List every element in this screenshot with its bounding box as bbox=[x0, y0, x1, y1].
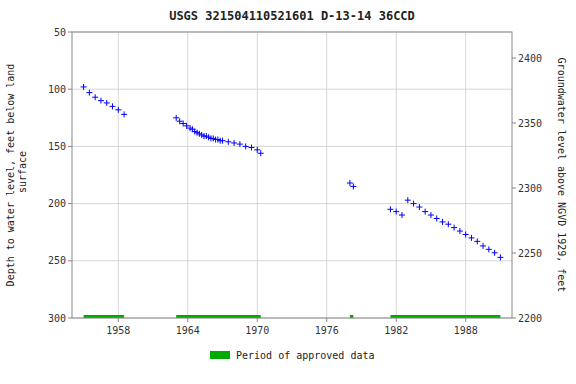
data-point bbox=[411, 201, 417, 207]
data-point bbox=[104, 100, 110, 106]
y-tick bbox=[68, 32, 72, 33]
title: USGS 321504110521601 D-13-14 36CCD bbox=[169, 9, 415, 23]
data-point bbox=[468, 235, 474, 241]
x-tick-label: 1970 bbox=[245, 325, 269, 336]
data-point bbox=[86, 90, 92, 96]
x-tick bbox=[465, 318, 466, 322]
data-point bbox=[220, 138, 226, 144]
data-point bbox=[405, 197, 411, 203]
data-point bbox=[258, 150, 264, 156]
y-axis-label-line: surface bbox=[17, 151, 28, 199]
legend-label: Period of approved data bbox=[236, 350, 374, 361]
grid-line bbox=[465, 32, 466, 318]
y2-tick bbox=[512, 188, 516, 189]
data-point bbox=[486, 246, 492, 252]
data-point bbox=[92, 94, 98, 100]
x-tick bbox=[396, 318, 397, 322]
grid-line bbox=[72, 260, 512, 261]
y-tick-label: 50 bbox=[54, 27, 66, 38]
y2-tick-label: 2200 bbox=[518, 313, 542, 324]
y2-tick-label: 2400 bbox=[518, 53, 542, 64]
data-point bbox=[115, 107, 121, 113]
data-point bbox=[463, 231, 469, 237]
y-tick-label: 200 bbox=[48, 198, 66, 209]
x-tick-label: 1976 bbox=[315, 325, 339, 336]
grid-line bbox=[326, 32, 327, 318]
data-point bbox=[243, 143, 249, 149]
grid-line bbox=[118, 32, 119, 318]
x-tick-label: 1988 bbox=[454, 325, 478, 336]
grid-line bbox=[396, 32, 397, 318]
data-point bbox=[225, 139, 231, 145]
data-point bbox=[248, 145, 254, 151]
plot-area bbox=[81, 84, 504, 318]
y-tick bbox=[68, 318, 72, 319]
x-tick bbox=[326, 318, 327, 322]
data-point bbox=[440, 219, 446, 225]
y-axis-label: Depth to water level, feet below land su… bbox=[5, 64, 28, 287]
y2-tick bbox=[512, 58, 516, 59]
legend-swatch bbox=[210, 351, 230, 359]
chart: USGS 321504110521601 D-13-14 36CCD 1958 19… bbox=[0, 0, 576, 384]
grid-line bbox=[72, 89, 512, 90]
data-point bbox=[173, 115, 179, 121]
data-point bbox=[434, 215, 440, 221]
y2-axis-label: Groundwater level above NGVD 1929, feet bbox=[556, 58, 567, 293]
grid bbox=[72, 32, 512, 318]
data-point bbox=[428, 212, 434, 218]
background bbox=[0, 0, 576, 384]
x-tick bbox=[187, 318, 188, 322]
plot-frame bbox=[72, 32, 512, 318]
data-point bbox=[393, 209, 399, 215]
y2-tick bbox=[512, 253, 516, 254]
grid-line bbox=[187, 32, 188, 318]
data-point bbox=[492, 250, 498, 256]
y2-tick-label: 2250 bbox=[518, 248, 542, 259]
data-point bbox=[422, 209, 428, 215]
y-tick bbox=[68, 146, 72, 147]
data-point bbox=[254, 147, 260, 153]
data-point bbox=[474, 238, 480, 244]
data-point bbox=[98, 98, 104, 104]
data-point bbox=[231, 140, 237, 146]
y-tick-label: 250 bbox=[48, 255, 66, 266]
y2-tick bbox=[512, 318, 516, 319]
x-tick-label: 1958 bbox=[106, 325, 130, 336]
grid-line bbox=[257, 32, 258, 318]
data-point bbox=[110, 103, 116, 109]
data-point bbox=[451, 225, 457, 231]
x-tick-label: 1982 bbox=[384, 325, 408, 336]
data-point bbox=[81, 84, 87, 90]
legend: Period of approved data bbox=[210, 350, 374, 361]
x-tick-label: 1964 bbox=[176, 325, 200, 336]
x-tick bbox=[118, 318, 119, 322]
x-tick bbox=[257, 318, 258, 322]
y2-tick-label: 2350 bbox=[518, 118, 542, 129]
data-point bbox=[480, 243, 486, 249]
y-tick bbox=[68, 203, 72, 204]
grid-line bbox=[72, 146, 512, 147]
data-point bbox=[347, 180, 353, 186]
data-point bbox=[497, 254, 503, 260]
y2-tick bbox=[512, 123, 516, 124]
y-axis-label-line: Depth to water level, feet below land bbox=[5, 64, 16, 287]
data-point bbox=[399, 212, 405, 218]
data-point bbox=[445, 221, 451, 227]
y2-tick-label: 2300 bbox=[518, 183, 542, 194]
y-tick-label: 300 bbox=[48, 313, 66, 324]
data-point bbox=[350, 183, 356, 189]
data-point bbox=[416, 204, 422, 210]
y-tick bbox=[68, 260, 72, 261]
y-tick-label: 150 bbox=[48, 141, 66, 152]
data-point bbox=[121, 111, 127, 117]
data-point bbox=[387, 206, 393, 212]
data-point bbox=[237, 141, 243, 147]
y-tick bbox=[68, 89, 72, 90]
data-point bbox=[457, 228, 463, 234]
y-tick-label: 100 bbox=[48, 84, 66, 95]
grid-line bbox=[72, 203, 512, 204]
